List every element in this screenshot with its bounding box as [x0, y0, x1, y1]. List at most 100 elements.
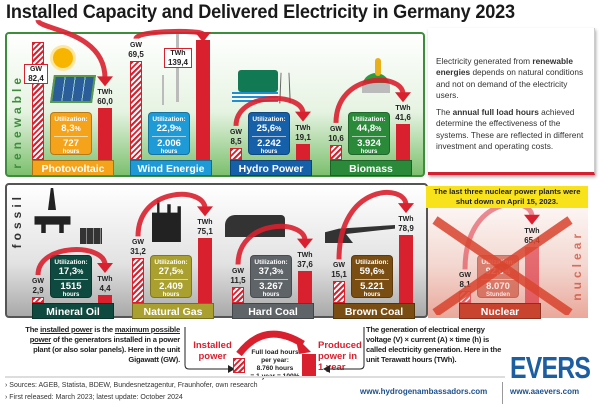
- twh-value: 41,6: [395, 113, 411, 123]
- utilization-value: 17,3%: [58, 266, 84, 277]
- unit-label: GW: [332, 262, 346, 270]
- natural-gas-gw-value: GW 31,2: [126, 238, 150, 256]
- wind-energie-installed-bar: [130, 60, 142, 160]
- gw-value: 8,5: [230, 136, 242, 146]
- twh-value: 78,9: [398, 224, 414, 234]
- legend-gw-bar: [233, 358, 245, 373]
- unit-label: GW: [129, 41, 143, 49]
- info-box: Electricity generated from renewable ene…: [428, 28, 595, 175]
- biomass-utilization-box: Utilization: 44,8% 3.924 hours: [348, 112, 390, 155]
- legend-arrow: [236, 330, 311, 356]
- twh-value: 75,1: [197, 227, 213, 237]
- wind-energie-gw-value: GW 69,5: [124, 41, 148, 59]
- water-icon: [232, 92, 278, 102]
- expl-underline: installed power: [40, 325, 93, 334]
- utilization-value: 59,6%: [359, 266, 385, 277]
- twh-value: 37,6: [297, 259, 313, 269]
- biomass-produced-bar: [396, 124, 410, 160]
- divider: [5, 376, 505, 378]
- produced-power-label: Produced power in 1 year: [318, 340, 362, 373]
- crossed-out-icon: [432, 216, 573, 315]
- utilization-label: Utilization:: [54, 259, 88, 266]
- expl-text: is the: [92, 325, 115, 334]
- unit-label: TWh: [97, 276, 113, 283]
- utilization-percent: 17,3: [58, 266, 78, 277]
- hydro-plant-icon: [238, 70, 278, 92]
- utilization-percent: 44,8: [356, 123, 376, 134]
- brown-coal-twh-value: TWh 78,9: [394, 215, 418, 233]
- utilization-value: 44,8%: [356, 123, 382, 134]
- biomass-label: Biomass: [330, 160, 412, 176]
- hours-label: hours: [62, 149, 80, 155]
- hydro-power-gw-value: GW 8,5: [224, 128, 248, 146]
- coal-mine-icon: [225, 215, 285, 237]
- hard-coal-installed-bar: [232, 286, 244, 303]
- wind-turbine-icon: [162, 75, 164, 105]
- gw-value: 8,1: [459, 280, 471, 290]
- renewable-label: renewable: [10, 74, 24, 169]
- hydro-power-produced-bar: [296, 143, 310, 160]
- unit-label: TWh: [395, 105, 411, 113]
- gw-value: 2,9: [32, 286, 44, 295]
- hours-label: Stunden: [486, 292, 510, 298]
- corn-icon: [375, 58, 381, 76]
- unit-label: GW: [29, 66, 43, 74]
- hydro-power-utilization-box: Utilization: 25,6% 2.242 hours: [248, 112, 290, 155]
- twh-value: 139,4: [167, 58, 189, 68]
- hours-label: hours: [160, 149, 178, 155]
- aaevers-link[interactable]: www.aaevers.com: [510, 387, 580, 396]
- hard-coal-produced-bar: [298, 270, 312, 303]
- hydrogen-ambassadors-link[interactable]: www.hydrogenambassadors.com: [360, 387, 488, 396]
- electricity-generation-explanation: The generation of electrical energy volt…: [366, 325, 502, 364]
- utilization-percent: 37,3: [258, 266, 278, 277]
- unit-label: GW: [131, 239, 145, 247]
- gw-value: 69,5: [128, 49, 144, 59]
- utilization-label: Utilization:: [254, 259, 288, 266]
- sun-icon: [53, 48, 73, 68]
- expl-text: of the generators installed in a power p…: [33, 335, 180, 364]
- full-load-hours: 8.070: [486, 281, 510, 292]
- installed-power-label: Installed power: [193, 340, 232, 362]
- hours-label: hours: [360, 149, 378, 155]
- gw-value: 82,4: [28, 74, 44, 84]
- mineral-oil-installed-bar: [32, 297, 44, 303]
- brown-coal-utilization-box: Utilization: 59,6% 5.221 hours: [351, 255, 393, 298]
- utilization-label: Utilization:: [154, 259, 188, 266]
- utilization-percent: 22,9: [156, 123, 176, 134]
- unit-label: GW: [31, 278, 45, 285]
- utilization-value: 27,5%: [158, 266, 184, 277]
- unit-label: GW: [229, 128, 243, 136]
- photovoltaic-label: Photovoltaic: [32, 160, 114, 176]
- hard-coal-utilization-box: Utilization: 37,3% 3.267 hours: [250, 255, 292, 298]
- twh-value: 4,4: [99, 284, 111, 293]
- natural-gas-twh-value: TWh 75,1: [193, 218, 217, 236]
- natural-gas-utilization-box: Utilization: 27,5% 2.409 hours: [150, 255, 192, 298]
- mineral-oil-produced-bar: [98, 295, 112, 303]
- unit-label: GW: [329, 125, 343, 133]
- hydro-power-twh-value: TWh 19,1: [291, 124, 315, 142]
- solar-panel-icon: [50, 75, 96, 103]
- brown-coal-produced-bar: [399, 235, 413, 303]
- hard-coal-label: Hard Coal: [232, 303, 314, 319]
- utilization-value: 25,6%: [256, 123, 282, 134]
- photovoltaic-installed-bar: [32, 42, 44, 160]
- unit-label: GW: [458, 272, 472, 280]
- expl-text: The: [25, 325, 41, 334]
- info-text: The: [436, 107, 453, 118]
- utilization-value: 22,9%: [156, 123, 182, 134]
- divider: [502, 382, 503, 404]
- sources: Sources: AGEB, Statista, BDEW, Bundesnet…: [9, 382, 258, 389]
- photovoltaic-gw-value: GW 82,4: [24, 64, 48, 85]
- utilization-value: 37,3%: [258, 266, 284, 277]
- gw-value: 31,2: [130, 247, 146, 257]
- photovoltaic-produced-bar: [98, 108, 112, 160]
- unit-label: GW: [231, 267, 245, 275]
- mineral-oil-label: Mineral Oil: [32, 303, 114, 319]
- biomass-installed-bar: [330, 144, 342, 160]
- full-load-hours: 3.924: [357, 138, 381, 149]
- wind-energie-twh-value: TWh 139,4: [164, 48, 192, 69]
- legend-twh-bar: [302, 354, 316, 378]
- info-text: depends on natural conditions and not on…: [436, 67, 584, 100]
- biogas-icon: [362, 73, 390, 93]
- hours-label: hours: [363, 292, 381, 298]
